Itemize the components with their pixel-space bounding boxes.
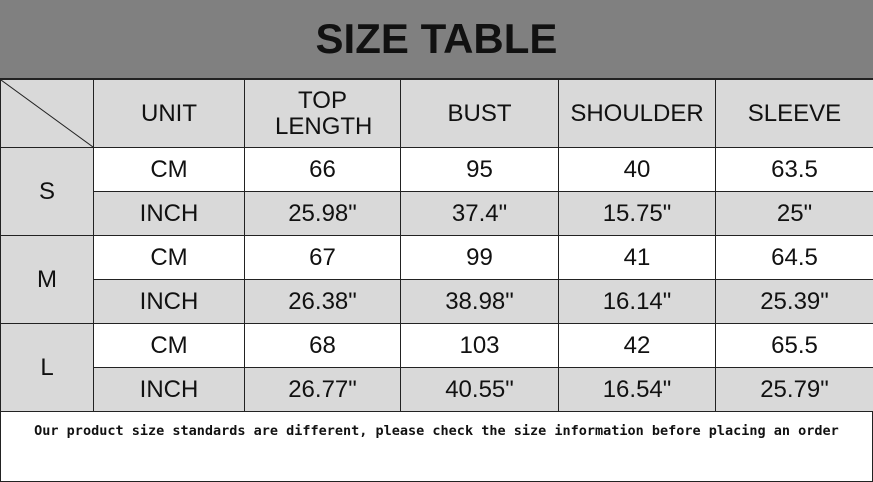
unit-cell: INCH <box>93 191 245 236</box>
cell: 25.79" <box>715 367 873 412</box>
cell: 15.75" <box>558 191 716 236</box>
unit-cell: CM <box>93 323 245 368</box>
cell: 99 <box>400 235 559 280</box>
cell: 64.5 <box>715 235 873 280</box>
header-row: UNIT TOP LENGTH BUST SHOULDER SLEEVE <box>0 79 873 148</box>
cell: 41 <box>558 235 716 280</box>
cell: 26.77" <box>244 367 401 412</box>
cell: 95 <box>400 147 559 192</box>
cell: 37.4" <box>400 191 559 236</box>
table-row: INCH 25.98" 37.4" 15.75" 25" <box>1 191 873 236</box>
cell: 65.5 <box>715 323 873 368</box>
header-top-length: TOP LENGTH <box>244 79 401 148</box>
header-sleeve: SLEEVE <box>715 79 873 148</box>
header-bust: BUST <box>400 79 559 148</box>
header-unit: UNIT <box>93 79 245 148</box>
cell: 16.14" <box>558 279 716 324</box>
cell: 25" <box>715 191 873 236</box>
unit-cell: CM <box>93 235 245 280</box>
unit-cell: INCH <box>93 367 245 412</box>
cell: 16.54" <box>558 367 716 412</box>
size-table: UNIT TOP LENGTH BUST SHOULDER SLEEVE S C… <box>0 79 873 412</box>
cell: 38.98" <box>400 279 559 324</box>
diagonal-line <box>1 80 93 147</box>
cell: 25.39" <box>715 279 873 324</box>
cell: 40 <box>558 147 716 192</box>
corner-cell <box>0 79 94 148</box>
cell: 103 <box>400 323 559 368</box>
table-row: L CM 68 103 42 65.5 <box>0 323 873 412</box>
table-row: INCH 26.77" 40.55" 16.54" 25.79" <box>1 367 873 412</box>
unit-cell: CM <box>93 147 245 192</box>
cell: 25.98" <box>244 191 401 236</box>
cell: 26.38" <box>244 279 401 324</box>
cell: 40.55" <box>400 367 559 412</box>
cell: 63.5 <box>715 147 873 192</box>
size-label: L <box>0 323 94 412</box>
table-row: S CM 66 95 40 63.5 <box>0 147 873 236</box>
size-label: M <box>0 235 94 324</box>
table-title: SIZE TABLE <box>0 0 873 79</box>
table-row: M CM 67 99 41 64.5 <box>0 235 873 324</box>
size-label: S <box>0 147 94 236</box>
size-note: Our product size standards are different… <box>0 411 873 482</box>
cell: 68 <box>244 323 401 368</box>
header-shoulder: SHOULDER <box>558 79 716 148</box>
cell: 42 <box>558 323 716 368</box>
cell: 67 <box>244 235 401 280</box>
unit-cell: INCH <box>93 279 245 324</box>
cell: 66 <box>244 147 401 192</box>
table-row: INCH 26.38" 38.98" 16.14" 25.39" <box>1 279 873 324</box>
